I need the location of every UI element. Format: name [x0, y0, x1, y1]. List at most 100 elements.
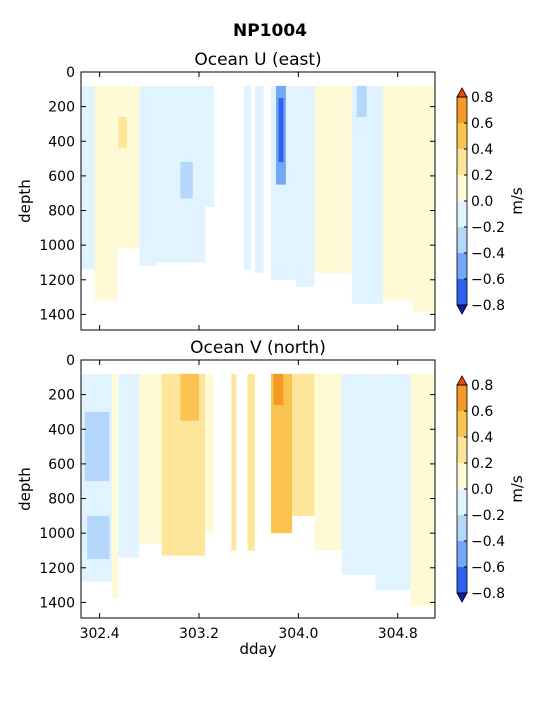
colorbar-tick-label: 0.4	[471, 430, 493, 446]
colorbar-segment	[457, 149, 467, 175]
colorbar-tick-label: 0.8	[471, 378, 493, 394]
panel-ocean-u: Ocean U (east) depth 0 200 400 600 800 1000 12…	[16, 50, 526, 331]
colorbar-tick-label: 0.0	[471, 482, 493, 498]
y-axis-label: depth	[16, 179, 34, 223]
y-tick-label: 1200	[39, 561, 75, 577]
colorbar-tick-label: 0.2	[471, 456, 493, 472]
colorbar-segment	[457, 541, 467, 567]
y-tick-label: 0	[66, 65, 75, 81]
colorbar-segment	[457, 253, 467, 279]
data-region	[118, 373, 140, 558]
y-tick-label: 800	[48, 492, 75, 508]
data-region	[412, 85, 435, 313]
data-region	[231, 373, 237, 551]
data-region	[180, 162, 193, 199]
data-region	[314, 373, 342, 551]
y-tick-label: 800	[48, 204, 75, 220]
colorbar-tick-label: 0.6	[471, 404, 493, 420]
data-region	[247, 373, 255, 551]
data-region	[81, 85, 95, 270]
colorbar-extend-min	[456, 304, 468, 315]
colorbar-segment	[457, 515, 467, 541]
colorbar: 0.8 0.6 0.4 0.2 0.0 −0.2 −0.4 −0.6 −0.8	[456, 87, 505, 315]
colorbar-extend-max	[456, 87, 468, 98]
data-region	[273, 373, 284, 406]
data-region	[271, 373, 293, 534]
colorbar-segment	[457, 385, 467, 411]
x-axis-label: dday	[239, 640, 276, 658]
data-region	[243, 85, 252, 270]
colorbar-extend-min	[456, 592, 468, 603]
data-region	[356, 85, 367, 118]
colorbar-segment	[457, 227, 467, 253]
colorbar-tick-label: 0.4	[471, 142, 493, 158]
colorbar-segment	[457, 567, 467, 593]
colorbar-segment	[457, 201, 467, 227]
figure-title: NP1004	[233, 21, 307, 41]
y-tick-label: 1000	[39, 526, 75, 542]
data-region	[205, 85, 214, 208]
data-region	[410, 373, 435, 606]
panel-ocean-v: Ocean V (north) depth 0 200 400 600 800 1000 1…	[16, 338, 526, 658]
y-tick-label: 600	[48, 457, 75, 473]
data-region	[139, 373, 162, 544]
colorbar-segment	[457, 175, 467, 201]
y-axis-label: depth	[16, 467, 34, 511]
data-region	[382, 85, 413, 301]
colorbar-tick-label: −0.8	[471, 586, 505, 602]
colorbar-segment	[457, 489, 467, 515]
y-tick-label: 200	[48, 388, 75, 404]
colorbar: 0.8 0.6 0.4 0.2 0.0 −0.2 −0.4 −0.6 −0.8	[456, 375, 505, 603]
colorbar-tick-label: −0.4	[471, 246, 505, 262]
x-tick-label: 303.2	[179, 626, 219, 642]
colorbar-label: m/s	[508, 187, 526, 215]
colorbar-extend-max	[456, 375, 468, 386]
data-region	[87, 515, 110, 560]
colorbar-tick-label: 0.0	[471, 194, 493, 210]
colorbar-label: m/s	[508, 475, 526, 503]
data-region	[295, 85, 315, 287]
data-region	[375, 373, 411, 591]
colorbar-tick-label: −0.2	[471, 508, 505, 524]
colorbar-segment	[457, 97, 467, 123]
colorbar-tick-label: −0.4	[471, 534, 505, 550]
colorbar-tick-label: 0.2	[471, 168, 493, 184]
plot-area: 0 200 400 600 800 1000 1200 1400 302.4 303.2 304.0…	[39, 353, 436, 642]
colorbar-segment	[457, 123, 467, 149]
colorbar-segment	[457, 437, 467, 463]
colorbar-tick-label: 0.8	[471, 90, 493, 106]
colorbar-tick-label: −0.2	[471, 220, 505, 236]
y-tick-label: 1200	[39, 273, 75, 289]
data-region	[341, 373, 376, 575]
colorbar-tick-label: −0.6	[471, 560, 505, 576]
data-region	[314, 85, 352, 273]
plot-area: 0 200 400 600 800 1000 1200 1400	[39, 65, 436, 331]
data-region	[205, 373, 214, 532]
data-region	[94, 85, 118, 301]
colorbar-tick-label: 0.6	[471, 116, 493, 132]
x-tick-label: 304.8	[378, 626, 418, 642]
data-region	[139, 85, 157, 267]
x-tick-label: 302.4	[80, 626, 120, 642]
data-region	[112, 373, 119, 599]
data-region	[117, 85, 140, 249]
data-region	[118, 117, 127, 149]
x-tick-label: 304.0	[278, 626, 318, 642]
y-tick-label: 1400	[39, 595, 75, 611]
plot-frame	[80, 71, 436, 331]
panel-title-ocean-u: Ocean U (east)	[194, 50, 321, 70]
y-tick-label: 400	[48, 422, 75, 438]
data-region	[292, 373, 315, 516]
data-region	[180, 373, 199, 421]
colorbar-segment	[457, 463, 467, 489]
data-region	[254, 85, 264, 273]
colorbar-segment	[457, 411, 467, 437]
panel-title-ocean-v: Ocean V (north)	[190, 338, 326, 358]
y-tick-label: 200	[48, 100, 75, 116]
y-tick-label: 0	[66, 353, 75, 369]
data-region	[351, 85, 383, 305]
y-tick-label: 400	[48, 134, 75, 150]
y-tick-label: 1000	[39, 238, 75, 254]
data-region	[278, 98, 284, 163]
